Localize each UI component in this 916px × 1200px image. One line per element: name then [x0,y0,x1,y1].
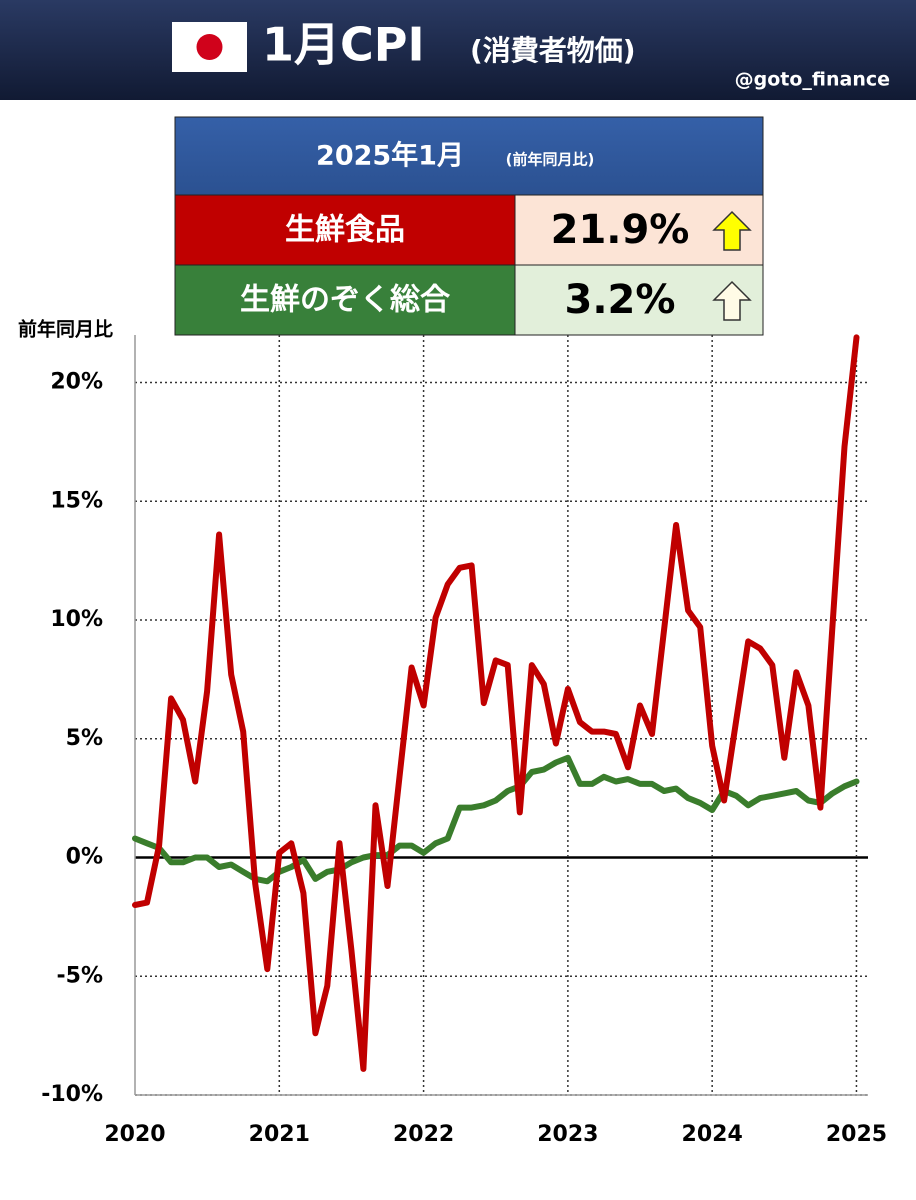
series-line [132,754,860,885]
row-label: 生鮮のぞく総合 [240,283,451,318]
row-label-cell [174,264,516,336]
y-tick-label: 10% [50,607,103,632]
table-note: (前年同月比) [506,151,595,169]
row-value: 21.9% [551,207,690,253]
y-tick-label: -10% [41,1082,103,1107]
x-tick-label: 2025 [826,1122,887,1147]
y-tick-label: 5% [66,726,103,751]
up-arrow-icon [712,210,752,251]
y-axis-label: 前年同月比 [18,318,113,341]
up-arrow-icon [712,280,752,321]
page-subtitle: (消費者物価) [470,34,636,67]
table-period: 2025年1月 [316,140,464,172]
y-tick-label: 0% [66,845,103,870]
x-tick-label: 2023 [537,1122,598,1147]
row-label: 生鮮食品 [285,213,405,248]
x-tick-label: 2020 [104,1122,165,1147]
handle: @goto_finance [735,69,890,91]
plot: -10% -5% 0% 5% 10% 15% 20% 2020 2021 2022 2023 2024… [41,334,887,1147]
x-tick-label: 2024 [682,1122,743,1147]
header-band [0,0,916,100]
table-header [174,116,764,196]
x-tick-label: 2022 [393,1122,454,1147]
x-tick-label: 2021 [249,1122,310,1147]
row-value: 3.2% [565,277,676,323]
flag-sun [196,34,223,60]
y-tick-label: 20% [50,370,103,395]
series-line [132,334,860,1072]
y-tick-label: 15% [50,488,103,513]
y-tick-label: -5% [57,963,103,988]
page-title: 1月CPI [262,18,425,72]
